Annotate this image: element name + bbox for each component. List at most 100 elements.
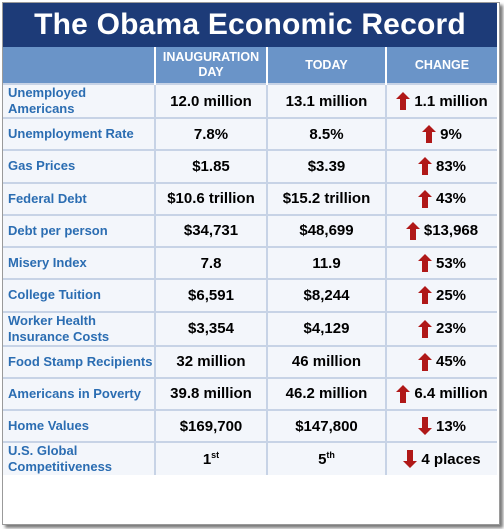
inauguration-value: 39.8 million bbox=[155, 376, 268, 410]
arrow-up-icon bbox=[417, 157, 432, 176]
change-value-text: 43% bbox=[435, 190, 467, 208]
change-value: 23% bbox=[386, 310, 497, 346]
arrow-up-icon bbox=[422, 125, 437, 144]
change-value-text: 53% bbox=[435, 254, 467, 272]
title-banner: The Obama Economic Record bbox=[3, 3, 497, 47]
today-value: $147,800 bbox=[267, 408, 387, 443]
header-inauguration-day: INAUGURATION DAY bbox=[155, 47, 268, 84]
inauguration-value: $34,731 bbox=[155, 213, 268, 247]
table-row: Worker Health Insurance Costs $3,354 $4,12… bbox=[3, 310, 497, 346]
change-value-text: 6.4 million bbox=[414, 385, 488, 403]
change-value: 1.1 million bbox=[386, 83, 497, 118]
row-label: Worker Health Insurance Costs bbox=[3, 310, 156, 346]
today-value: $48,699 bbox=[267, 213, 387, 247]
inauguration-value: 7.8 bbox=[155, 245, 268, 280]
page-title: The Obama Economic Record bbox=[34, 8, 466, 41]
table-row: U.S. Global Competitiveness 1st 5th 4 place… bbox=[3, 441, 497, 476]
inauguration-value-text: 7.8% bbox=[193, 125, 229, 143]
change-value-text: 45% bbox=[435, 353, 467, 371]
today-value: 46 million bbox=[267, 344, 387, 378]
ordinal-suffix: th bbox=[326, 449, 335, 460]
today-value-text: 8.5% bbox=[309, 125, 344, 143]
change-value: 9% bbox=[386, 116, 497, 151]
change-value: 4 places bbox=[386, 441, 497, 476]
arrow-up-icon bbox=[417, 254, 432, 273]
row-label: U.S. Global Competitiveness bbox=[3, 441, 156, 476]
inauguration-value-text: $1.85 bbox=[192, 157, 230, 175]
arrow-up-icon bbox=[417, 319, 432, 338]
today-value: 11.9 bbox=[267, 245, 387, 280]
inauguration-value: $169,700 bbox=[155, 408, 268, 443]
ordinal-suffix: st bbox=[211, 449, 220, 460]
row-label: Food Stamp Recipients bbox=[3, 344, 156, 378]
inauguration-value-text: 39.8 million bbox=[170, 385, 252, 403]
inauguration-value: $10.6 trillion bbox=[155, 181, 268, 215]
arrow-up-icon bbox=[417, 189, 432, 208]
today-value-text: 46.2 million bbox=[285, 385, 368, 403]
table-row: Unemployment Rate 7.8% 8.5% 9% bbox=[3, 116, 497, 151]
inauguration-value: 7.8% bbox=[155, 116, 268, 151]
arrow-up-icon bbox=[417, 352, 432, 371]
table-row: Debt per person $34,731 $48,699 $13,968 bbox=[3, 213, 497, 247]
inauguration-value-text: $34,731 bbox=[183, 222, 239, 240]
row-label: Gas Prices bbox=[3, 149, 156, 183]
today-value: $8,244 bbox=[267, 278, 387, 312]
change-value-text: 13% bbox=[435, 417, 467, 435]
inauguration-value: $6,591 bbox=[155, 278, 268, 312]
inauguration-value-text: 1 bbox=[202, 450, 212, 468]
today-value-text: $3.39 bbox=[307, 157, 346, 175]
header-label bbox=[3, 47, 156, 84]
inauguration-value: $1.85 bbox=[155, 149, 268, 183]
change-value-text: $13,968 bbox=[423, 222, 479, 240]
table-row: College Tuition $6,591 $8,244 25% bbox=[3, 278, 497, 312]
inauguration-value: 12.0 million bbox=[155, 83, 268, 118]
today-value-text: 13.1 million bbox=[285, 92, 368, 110]
change-value: $13,968 bbox=[386, 213, 497, 247]
economic-record-table: INAUGURATION DAY TODAY CHANGE Unemployed… bbox=[3, 47, 497, 476]
inauguration-value: $3,354 bbox=[155, 310, 268, 346]
change-value-text: 4 places bbox=[421, 450, 481, 468]
change-value: 43% bbox=[386, 181, 497, 215]
row-label: College Tuition bbox=[3, 278, 156, 312]
table-row: Misery Index 7.8 11.9 53% bbox=[3, 245, 497, 280]
row-label: Americans in Poverty bbox=[3, 376, 156, 410]
change-value: 25% bbox=[386, 278, 497, 312]
today-value-text: 5 bbox=[318, 450, 327, 468]
inauguration-value-text: $169,700 bbox=[179, 417, 243, 435]
row-label: Debt per person bbox=[3, 213, 156, 247]
table-row: Federal Debt $10.6 trillion $15.2 trillion… bbox=[3, 181, 497, 215]
arrow-down-icon bbox=[403, 450, 418, 469]
change-value: 53% bbox=[386, 245, 497, 280]
today-value-text: $147,800 bbox=[295, 417, 358, 435]
arrow-up-icon bbox=[396, 92, 411, 110]
table-row: Americans in Poverty 39.8 million 46.2 mil… bbox=[3, 376, 497, 410]
today-value: $3.39 bbox=[267, 149, 387, 183]
today-value-text: $8,244 bbox=[303, 286, 350, 304]
header-today: TODAY bbox=[267, 47, 387, 84]
row-label: Unemployment Rate bbox=[3, 116, 156, 151]
inauguration-value-text: 32 million bbox=[176, 353, 246, 371]
change-value: 6.4 million bbox=[386, 376, 497, 410]
change-value: 13% bbox=[386, 408, 497, 443]
arrow-up-icon bbox=[417, 286, 432, 305]
header-row: INAUGURATION DAY TODAY CHANGE bbox=[3, 47, 497, 84]
change-value-text: 25% bbox=[435, 286, 467, 304]
today-value: $15.2 trillion bbox=[267, 181, 387, 215]
today-value: 5th bbox=[267, 441, 387, 476]
today-value-text: 46 million bbox=[291, 353, 362, 371]
arrow-up-icon bbox=[396, 384, 411, 403]
row-label: Misery Index bbox=[3, 245, 156, 280]
row-label: Home Values bbox=[3, 408, 156, 443]
row-label: Federal Debt bbox=[3, 181, 156, 215]
change-value-text: 23% bbox=[435, 320, 467, 337]
today-value-text: $48,699 bbox=[299, 222, 354, 240]
inauguration-value-text: $10.6 trillion bbox=[167, 190, 255, 208]
arrow-down-icon bbox=[417, 417, 432, 436]
today-value: 46.2 million bbox=[267, 376, 387, 410]
inauguration-value: 32 million bbox=[155, 344, 268, 378]
inauguration-value-text: $6,591 bbox=[188, 286, 234, 304]
change-value-text: 83% bbox=[435, 157, 467, 175]
inauguration-value-text: $3,354 bbox=[188, 320, 234, 337]
change-value-text: 9% bbox=[440, 125, 462, 143]
change-value: 45% bbox=[386, 344, 497, 378]
